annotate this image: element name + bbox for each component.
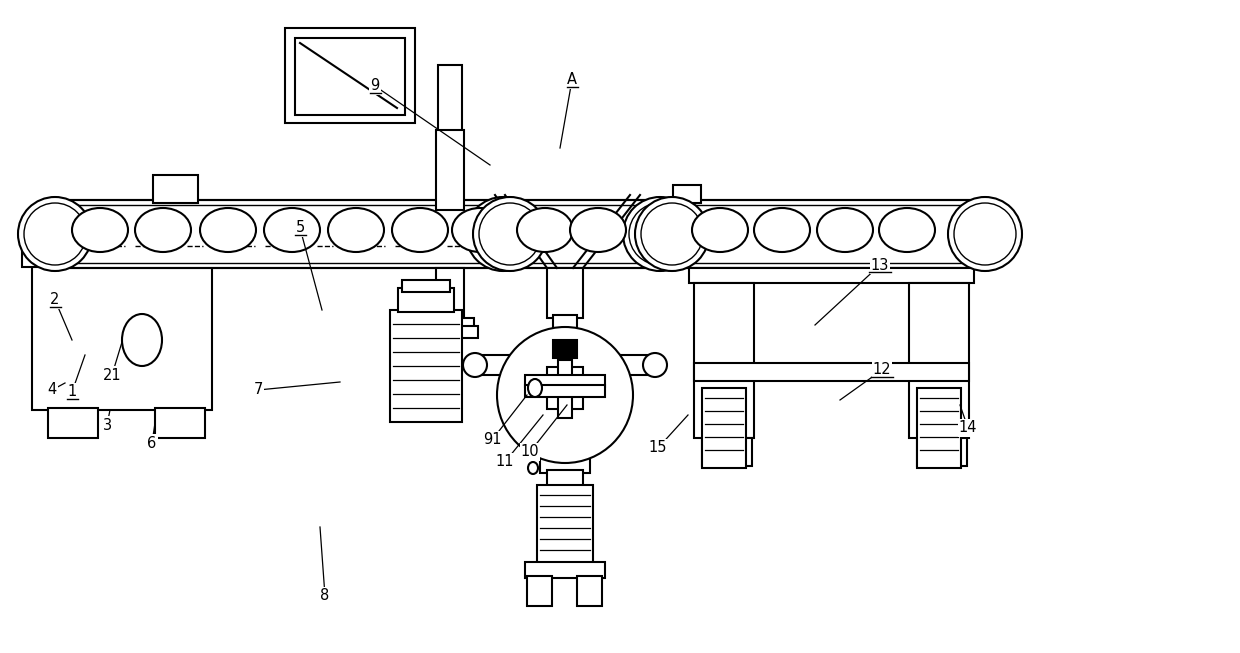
Text: 12: 12 <box>873 362 892 377</box>
Bar <box>48 408 98 438</box>
Ellipse shape <box>463 353 487 377</box>
Ellipse shape <box>24 203 86 265</box>
Bar <box>547 367 583 409</box>
Bar <box>553 340 577 358</box>
Bar <box>672 200 985 268</box>
Text: 15: 15 <box>649 441 667 456</box>
Text: 11: 11 <box>496 454 515 470</box>
Bar <box>547 268 583 318</box>
Bar <box>547 470 583 488</box>
Ellipse shape <box>641 203 703 265</box>
Bar <box>32 265 212 410</box>
Text: 3: 3 <box>103 417 112 432</box>
Bar <box>436 130 464 210</box>
Bar <box>438 65 463 205</box>
Bar <box>689 268 973 283</box>
Ellipse shape <box>528 379 542 397</box>
Ellipse shape <box>517 208 573 252</box>
Bar <box>677 205 985 263</box>
Bar <box>22 250 222 267</box>
Circle shape <box>497 327 632 463</box>
Ellipse shape <box>392 208 448 252</box>
Ellipse shape <box>329 208 384 252</box>
Ellipse shape <box>453 208 508 252</box>
Text: 6: 6 <box>148 436 156 451</box>
Text: 4: 4 <box>47 383 57 398</box>
Ellipse shape <box>135 208 191 252</box>
Bar <box>153 175 198 203</box>
Text: 21: 21 <box>103 368 122 383</box>
Bar <box>909 283 968 438</box>
Text: 5: 5 <box>295 221 305 236</box>
Ellipse shape <box>622 197 697 271</box>
Ellipse shape <box>466 197 539 271</box>
Ellipse shape <box>954 203 1016 265</box>
Bar <box>537 485 593 565</box>
Text: 8: 8 <box>320 588 330 603</box>
Bar <box>398 288 454 312</box>
Ellipse shape <box>644 353 667 377</box>
Bar <box>702 388 746 468</box>
Text: 9: 9 <box>371 78 379 93</box>
Ellipse shape <box>754 208 810 252</box>
Bar <box>558 360 572 418</box>
Bar <box>60 205 503 263</box>
Bar <box>295 38 405 115</box>
Bar <box>539 455 590 473</box>
Text: 10: 10 <box>521 445 539 460</box>
Bar <box>155 408 205 438</box>
Ellipse shape <box>122 314 162 366</box>
Bar <box>694 283 754 438</box>
Ellipse shape <box>692 208 748 252</box>
Bar <box>391 310 463 422</box>
Ellipse shape <box>72 208 128 252</box>
Bar <box>515 205 660 263</box>
Bar <box>285 28 415 123</box>
Ellipse shape <box>264 208 320 252</box>
Ellipse shape <box>879 208 935 252</box>
Bar <box>553 315 577 370</box>
Bar <box>527 576 552 606</box>
Text: 13: 13 <box>870 257 889 272</box>
Bar <box>918 388 961 468</box>
Ellipse shape <box>570 208 626 252</box>
Text: A: A <box>567 72 577 88</box>
Ellipse shape <box>200 208 255 252</box>
Text: 1: 1 <box>67 385 77 400</box>
Ellipse shape <box>479 203 541 265</box>
Bar <box>577 576 601 606</box>
Ellipse shape <box>817 208 873 252</box>
Ellipse shape <box>19 197 92 271</box>
Bar <box>525 562 605 578</box>
Ellipse shape <box>635 197 709 271</box>
Bar <box>422 326 477 338</box>
Bar <box>525 375 605 387</box>
Bar <box>525 385 605 397</box>
Bar <box>436 268 464 323</box>
Ellipse shape <box>472 197 547 271</box>
Text: 91: 91 <box>482 432 501 447</box>
Ellipse shape <box>528 462 538 474</box>
Bar <box>918 438 967 466</box>
Ellipse shape <box>949 197 1022 271</box>
Bar <box>510 200 660 268</box>
Bar <box>702 438 751 466</box>
Bar <box>673 185 701 203</box>
Ellipse shape <box>629 203 691 265</box>
Bar <box>427 318 474 330</box>
Bar <box>475 355 655 375</box>
Bar <box>694 363 968 381</box>
Text: 7: 7 <box>253 383 263 398</box>
Bar <box>402 280 450 292</box>
Text: 14: 14 <box>959 421 977 436</box>
Text: 2: 2 <box>51 293 60 308</box>
Bar <box>55 200 503 268</box>
